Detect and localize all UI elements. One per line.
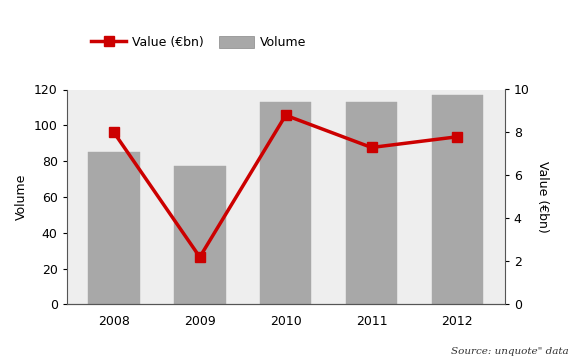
- Y-axis label: Value (€bn): Value (€bn): [536, 161, 549, 233]
- Text: All European retail investments: All European retail investments: [246, 19, 557, 37]
- Bar: [260, 102, 311, 304]
- Bar: [88, 152, 140, 304]
- Bar: [174, 166, 226, 304]
- Y-axis label: Volume: Volume: [15, 174, 28, 220]
- Text: Source: unquote" data: Source: unquote" data: [451, 347, 568, 356]
- Bar: [346, 102, 397, 304]
- Bar: [432, 95, 483, 304]
- Legend: Value (€bn), Volume: Value (€bn), Volume: [86, 31, 311, 54]
